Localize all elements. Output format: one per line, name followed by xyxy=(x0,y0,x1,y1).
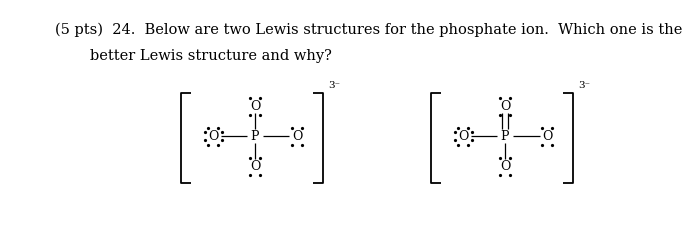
Text: O: O xyxy=(458,129,468,142)
Text: O: O xyxy=(542,129,552,142)
Text: P: P xyxy=(251,129,259,142)
Text: O: O xyxy=(250,160,260,173)
Text: 3⁻: 3⁻ xyxy=(328,81,340,90)
Text: better Lewis structure and why?: better Lewis structure and why? xyxy=(90,49,332,63)
Text: O: O xyxy=(250,100,260,113)
Text: O: O xyxy=(500,160,510,173)
Text: O: O xyxy=(292,129,302,142)
Text: O: O xyxy=(208,129,218,142)
Text: P: P xyxy=(500,129,510,142)
Text: O: O xyxy=(500,100,510,113)
Text: 3⁻: 3⁻ xyxy=(578,81,590,90)
Text: (5 pts)  24.  Below are two Lewis structures for the phosphate ion.  Which one i: (5 pts) 24. Below are two Lewis structur… xyxy=(55,23,682,37)
